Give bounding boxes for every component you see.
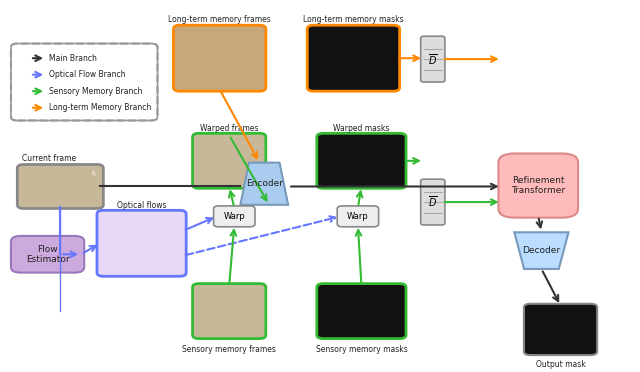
Text: $\overline{D}$: $\overline{D}$ bbox=[428, 52, 438, 67]
Text: Long-term Memory Branch: Long-term Memory Branch bbox=[49, 103, 152, 112]
FancyBboxPatch shape bbox=[193, 283, 266, 339]
Text: Warped frames: Warped frames bbox=[200, 124, 259, 133]
Text: Sensory memory masks: Sensory memory masks bbox=[316, 345, 407, 354]
FancyBboxPatch shape bbox=[214, 206, 255, 227]
FancyBboxPatch shape bbox=[420, 36, 445, 82]
FancyBboxPatch shape bbox=[307, 25, 399, 91]
FancyBboxPatch shape bbox=[11, 44, 157, 121]
Text: Long-term memory masks: Long-term memory masks bbox=[303, 15, 404, 24]
FancyBboxPatch shape bbox=[97, 210, 186, 276]
Text: Encoder: Encoder bbox=[246, 179, 283, 188]
Text: Warp: Warp bbox=[223, 212, 245, 221]
Polygon shape bbox=[241, 163, 288, 205]
FancyBboxPatch shape bbox=[193, 133, 266, 188]
Text: Warped masks: Warped masks bbox=[333, 124, 390, 133]
Text: Optical flows: Optical flows bbox=[117, 201, 166, 210]
Text: Long-term memory frames: Long-term memory frames bbox=[168, 15, 271, 24]
Text: Current frame: Current frame bbox=[22, 154, 76, 163]
Text: Sensory memory frames: Sensory memory frames bbox=[182, 345, 276, 354]
Text: $\overline{D}$: $\overline{D}$ bbox=[428, 195, 438, 209]
Text: Flow
Estimator: Flow Estimator bbox=[26, 245, 69, 264]
Text: Main Branch: Main Branch bbox=[49, 54, 97, 63]
FancyBboxPatch shape bbox=[173, 25, 266, 91]
FancyBboxPatch shape bbox=[499, 154, 578, 218]
Text: Sensory Memory Branch: Sensory Memory Branch bbox=[49, 87, 143, 96]
Text: $I_t$: $I_t$ bbox=[91, 169, 97, 179]
Text: Output mask: Output mask bbox=[536, 360, 586, 369]
FancyBboxPatch shape bbox=[317, 283, 406, 339]
FancyBboxPatch shape bbox=[524, 304, 597, 355]
FancyBboxPatch shape bbox=[420, 179, 445, 225]
FancyBboxPatch shape bbox=[11, 236, 84, 273]
Text: Warp: Warp bbox=[347, 212, 369, 221]
FancyBboxPatch shape bbox=[317, 133, 406, 188]
Text: Refinement
Transformer: Refinement Transformer bbox=[511, 176, 565, 195]
FancyBboxPatch shape bbox=[337, 206, 379, 227]
Text: Optical Flow Branch: Optical Flow Branch bbox=[49, 70, 125, 79]
Polygon shape bbox=[515, 232, 568, 269]
FancyBboxPatch shape bbox=[17, 164, 103, 208]
Text: Decoder: Decoder bbox=[522, 246, 561, 255]
